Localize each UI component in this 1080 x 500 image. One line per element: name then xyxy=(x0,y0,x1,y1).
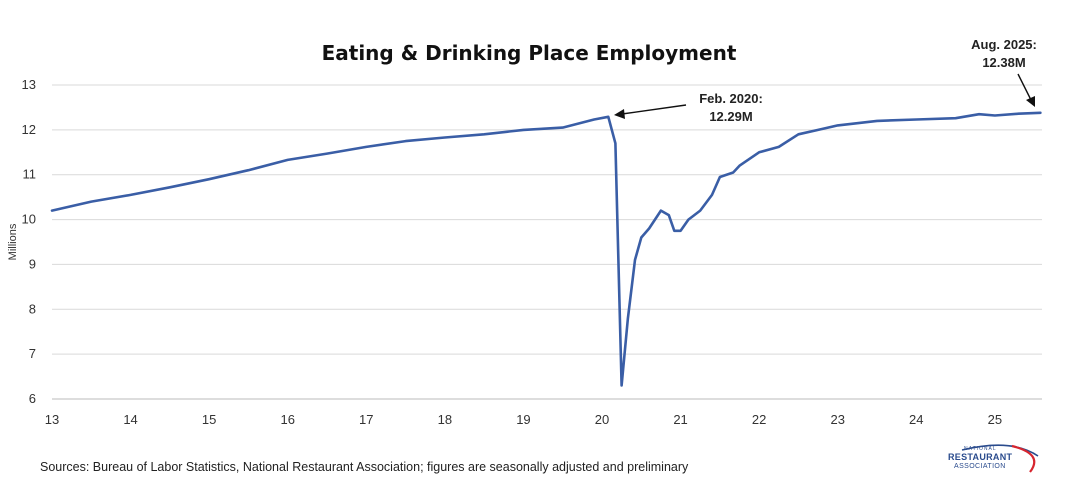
x-tick-21: 21 xyxy=(673,412,687,427)
source-note: Sources: Bureau of Labor Statistics, Nat… xyxy=(40,460,689,474)
annotation-aug-2025-arrowhead xyxy=(1026,96,1035,107)
annotation-aug-2025: Aug. 2025: 12.38M xyxy=(971,37,1037,107)
y-tick-13: 13 xyxy=(22,77,36,92)
gridlines xyxy=(52,84,1042,400)
x-tick-14: 14 xyxy=(123,412,137,427)
annotation-aug-2025-value: 12.38M xyxy=(982,55,1025,70)
logo-line-restaurant: RESTAURANT xyxy=(948,452,1013,462)
x-tick-17: 17 xyxy=(359,412,373,427)
x-tick-24: 24 xyxy=(909,412,923,427)
x-tick-23: 23 xyxy=(830,412,844,427)
y-tick-12: 12 xyxy=(22,122,36,137)
logo-line-national: NATIONAL xyxy=(964,446,997,452)
annotation-aug-2025-label: Aug. 2025: xyxy=(971,37,1037,52)
series-layer xyxy=(50,111,1042,387)
annotation-feb-2020-label: Feb. 2020: xyxy=(699,91,763,106)
annotation-feb-2020-arrowhead xyxy=(614,109,625,119)
x-tick-20: 20 xyxy=(595,412,609,427)
x-tick-19: 19 xyxy=(516,412,530,427)
x-tick-25: 25 xyxy=(988,412,1002,427)
x-tick-22: 22 xyxy=(752,412,766,427)
annotation-aug-2025-arrow xyxy=(1017,73,1032,101)
restaurant-association-logo: NATIONAL RESTAURANT ASSOCIATION xyxy=(944,442,1048,476)
y-tick-6: 6 xyxy=(29,391,36,406)
annotation-feb-2020-value: 12.29M xyxy=(709,109,752,124)
y-axis-label: Millions xyxy=(7,223,19,260)
annotation-feb-2020: Feb. 2020: 12.29M xyxy=(614,91,763,124)
series-line-employment xyxy=(50,111,1042,387)
y-tick-10: 10 xyxy=(22,212,36,227)
logo-swoosh-icon xyxy=(961,444,1039,473)
chart-title: Eating & Drinking Place Employment xyxy=(322,41,737,65)
x-tick-13: 13 xyxy=(45,412,59,427)
logo-line-association: ASSOCIATION xyxy=(954,463,1006,470)
x-tick-16: 16 xyxy=(280,412,294,427)
x-tick-15: 15 xyxy=(202,412,216,427)
x-tick-labels: 13 14 15 16 17 18 19 20 21 22 23 24 25 xyxy=(45,412,1002,427)
y-tick-9: 9 xyxy=(29,256,36,271)
y-tick-11: 11 xyxy=(23,167,37,182)
y-tick-labels: 6 7 8 9 10 11 12 13 xyxy=(22,77,36,406)
y-tick-7: 7 xyxy=(29,346,36,361)
x-tick-18: 18 xyxy=(438,412,452,427)
y-tick-8: 8 xyxy=(29,301,36,316)
annotation-feb-2020-arrow xyxy=(621,104,687,115)
